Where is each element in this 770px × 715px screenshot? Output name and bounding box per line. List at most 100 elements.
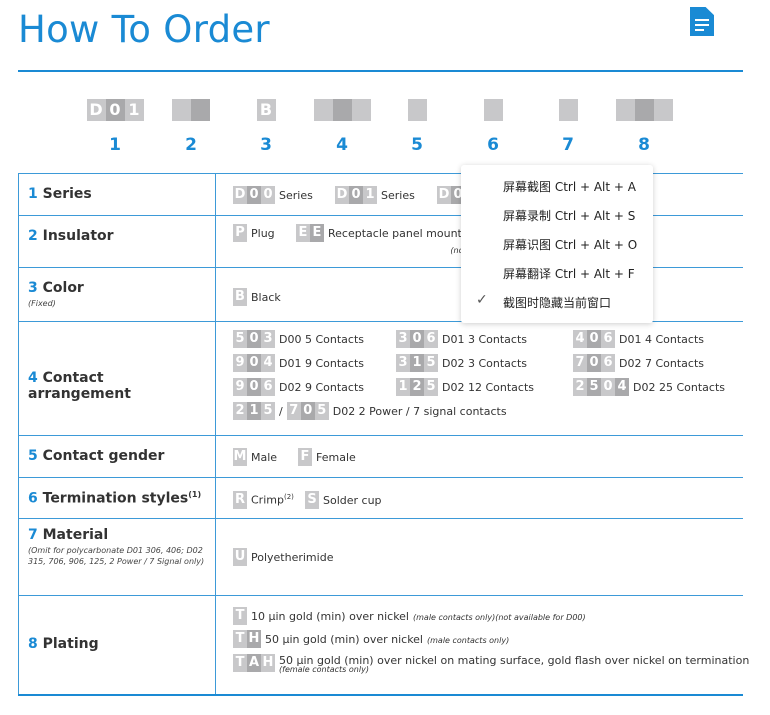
code-char: 0	[105, 99, 125, 121]
code-char: M	[233, 448, 247, 466]
code-box: M	[233, 448, 247, 466]
code-char: 3	[396, 330, 410, 348]
code-char: 1	[396, 378, 410, 396]
row-label: 3 Color (Fixed)	[18, 268, 216, 321]
option-text: Female	[316, 450, 356, 464]
code-box: R	[233, 491, 247, 509]
option-item: 7 0 6 D02 7 Contacts	[573, 354, 704, 372]
footnote-ref: (1)	[188, 490, 202, 499]
row-number: 6	[28, 490, 38, 507]
row-label: 2 Insulator	[18, 216, 216, 267]
table-row-material: 7 Material (Omit for polycarbonate D01 30…	[18, 518, 743, 595]
code-char: 7	[286, 402, 301, 420]
option-text-wrap: D02 2 Power / 7 signal contacts	[333, 405, 507, 418]
option-text-wrap: D02 3 Contacts	[442, 357, 527, 370]
code-char: 1	[247, 402, 261, 420]
row-number: 8	[28, 636, 38, 652]
code-char: H	[247, 630, 261, 648]
option-text: D02 25 Contacts	[633, 380, 725, 394]
code-char: 2	[233, 402, 247, 420]
option-item: 9 0 4 D01 9 Contacts	[233, 354, 364, 372]
row-number: 7	[28, 527, 38, 543]
code-char: 7	[573, 354, 587, 372]
option-text-wrap: Receptacle panel mount	[328, 227, 462, 240]
row-number: 3	[28, 280, 38, 296]
option-note: (female contacts only)	[279, 665, 369, 674]
menu-item-screen-translate[interactable]: 屏幕翻译 Ctrl + Alt + F	[503, 267, 635, 281]
table-row-termination-styles: 6 Termination styles(1) R Crimp(2) S Solder …	[18, 477, 743, 518]
option-text: Plug	[251, 226, 275, 240]
code-char: 6	[424, 330, 438, 348]
footnote-ref: (2)	[283, 493, 294, 502]
option-text-wrap: Solder cup	[323, 494, 382, 507]
row-subnote: (Fixed)	[28, 299, 56, 308]
option-text: D02 2 Power / 7 signal contacts	[332, 404, 507, 418]
option-text: D01 3 Contacts	[442, 332, 527, 346]
option-text-wrap: D02 25 Contacts	[633, 381, 725, 394]
separator: /	[279, 404, 283, 418]
code-box: U	[233, 548, 247, 566]
option-item: D 0 1 Series	[335, 186, 415, 204]
code-char: T	[233, 654, 247, 672]
menu-item-screen-record[interactable]: 屏幕录制 Ctrl + Alt + S	[503, 209, 636, 223]
code-char: R	[233, 491, 247, 509]
code-char: T	[233, 607, 247, 625]
code-char: 0	[247, 378, 261, 396]
option-item: B Black	[233, 288, 281, 306]
checkmark-icon: ✓	[476, 292, 488, 308]
row-subnote: (Omit for polycarbonate D01 306, 406; D0…	[28, 546, 205, 566]
code-char: 0	[349, 186, 363, 204]
order-slot-6: 6	[453, 99, 533, 155]
option-text-wrap: 50 µin gold (min) over nickel (male conta…	[265, 633, 509, 646]
option-item: 9 0 6 D02 9 Contacts	[233, 378, 364, 396]
order-slot-4: 4	[302, 99, 382, 155]
order-slot-2: 2	[151, 99, 231, 155]
code-char: 5	[587, 378, 601, 396]
row-title: Series	[42, 186, 92, 202]
code-char: 3	[396, 354, 410, 372]
row-title: Insulator	[42, 228, 114, 244]
option-item: T 10 µin gold (min) over nickel (male cont…	[233, 607, 586, 625]
code-char: 4	[573, 330, 587, 348]
option-text-wrap: Crimp(2)	[251, 493, 294, 507]
option-text: D01 4 Contacts	[619, 332, 704, 346]
code-char: 6	[601, 354, 615, 372]
code-box	[615, 99, 673, 121]
code-box	[558, 99, 578, 121]
row-options: T 10 µin gold (min) over nickel (male cont…	[225, 596, 749, 694]
code-char: 1	[124, 99, 144, 121]
option-text-wrap: D01 9 Contacts	[279, 357, 364, 370]
option-item: 2 5 0 4 D02 25 Contacts	[573, 378, 725, 396]
document-icon[interactable]	[690, 7, 714, 36]
option-text: D02 12 Contacts	[442, 380, 534, 394]
table-row-contact-arrangement: 4 Contact arrangement 5 0 3 D00 5 Contacts 3 0…	[18, 321, 743, 435]
code-char: A	[247, 654, 261, 672]
menu-item-screen-ocr[interactable]: 屏幕识图 Ctrl + Alt + O	[503, 238, 638, 252]
code-box: B	[256, 99, 276, 121]
option-text: Receptacle panel mount	[328, 226, 462, 240]
row-number: 1	[28, 186, 38, 202]
code-char: 6	[601, 330, 615, 348]
menu-item-hide-window[interactable]: 截图时隐藏当前窗口	[503, 296, 612, 310]
code-char	[615, 99, 635, 121]
code-char: 5	[424, 378, 438, 396]
code-box: S	[305, 491, 319, 509]
menu-item-screenshot[interactable]: 屏幕截图 Ctrl + Alt + A	[503, 180, 636, 194]
code-box	[313, 99, 371, 121]
row-options: U Polyetherimide	[225, 519, 743, 595]
option-note: (male contacts only)	[427, 635, 510, 645]
option-text: 10 µin gold (min) over nickel	[251, 609, 409, 623]
table-row-plating: 8 Plating T 10 µin gold (min) over nickel (…	[18, 595, 749, 694]
